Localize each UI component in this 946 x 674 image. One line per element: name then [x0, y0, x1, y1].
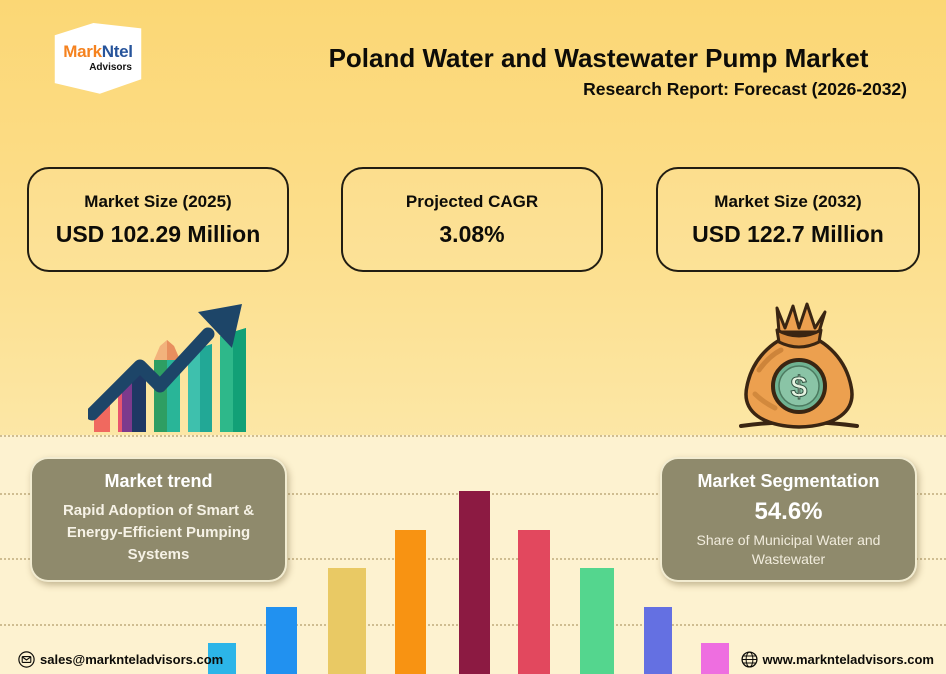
markntel-logo: MarkNtel Advisors — [54, 23, 142, 94]
stat-label: Projected CAGR — [405, 191, 539, 211]
stat-box-market-size-2025: Market Size (2025) USD 102.29 Million — [27, 167, 289, 272]
footer-email-text[interactable]: sales@marknteladvisors.com — [40, 652, 224, 667]
market-segmentation-caption: Share of Municipal Water and Wastewater — [696, 532, 881, 567]
bar-1 — [208, 643, 236, 674]
stat-label: Market Size (2032) — [714, 191, 862, 211]
footer-website[interactable]: www.marknteladvisors.com — [740, 651, 934, 668]
page-title: Poland Water and Wastewater Pump Market — [328, 43, 869, 73]
header: Poland Water and Wastewater Pump Market … — [290, 44, 907, 100]
bar-5 — [459, 491, 490, 674]
logo-brand-part2: Ntel — [101, 42, 133, 61]
stat-label: Market Size (2025) — [84, 191, 232, 211]
bar-8 — [644, 607, 672, 674]
bar-2 — [266, 607, 297, 674]
market-segmentation-title: Market Segmentation — [697, 471, 880, 491]
bar-9 — [701, 643, 729, 674]
market-segmentation-box: Market Segmentation 54.6% Share of Munic… — [660, 457, 917, 582]
bar-4 — [395, 530, 426, 674]
market-trend-body: Rapid Adoption of Smart & Energy-Efficie… — [62, 502, 255, 563]
logo-brand-part1: Mark — [63, 42, 102, 61]
logo-subtitle: Advisors — [89, 62, 132, 73]
bar-7 — [580, 568, 614, 674]
logo-brand-text: MarkNtel — [63, 42, 133, 61]
envelope-icon — [18, 651, 35, 668]
gridline — [0, 435, 946, 437]
svg-text:$: $ — [791, 371, 808, 404]
stat-value: USD 102.29 Million — [55, 220, 261, 247]
market-trend-title: Market trend — [104, 471, 213, 491]
stat-value: 3.08% — [439, 220, 505, 247]
stat-box-projected-cagr: Projected CAGR 3.08% — [341, 167, 603, 272]
market-segmentation-value: 54.6% — [754, 498, 823, 525]
money-bag-icon: $ — [739, 302, 859, 429]
page-subtitle: Research Report: Forecast (2026-2032) — [583, 78, 907, 99]
globe-icon — [740, 651, 758, 668]
bar-6 — [518, 530, 550, 674]
bar-3 — [328, 568, 366, 674]
footer-email[interactable]: sales@marknteladvisors.com — [18, 651, 223, 668]
background-bar-chart — [0, 435, 946, 674]
stat-value: USD 122.7 Million — [692, 220, 884, 247]
stat-box-market-size-2032: Market Size (2032) USD 122.7 Million — [656, 167, 920, 272]
market-trend-box: Market trend Rapid Adoption of Smart & E… — [30, 457, 287, 582]
growth-chart-icon — [88, 304, 246, 432]
footer-website-text[interactable]: www.marknteladvisors.com — [762, 652, 934, 667]
